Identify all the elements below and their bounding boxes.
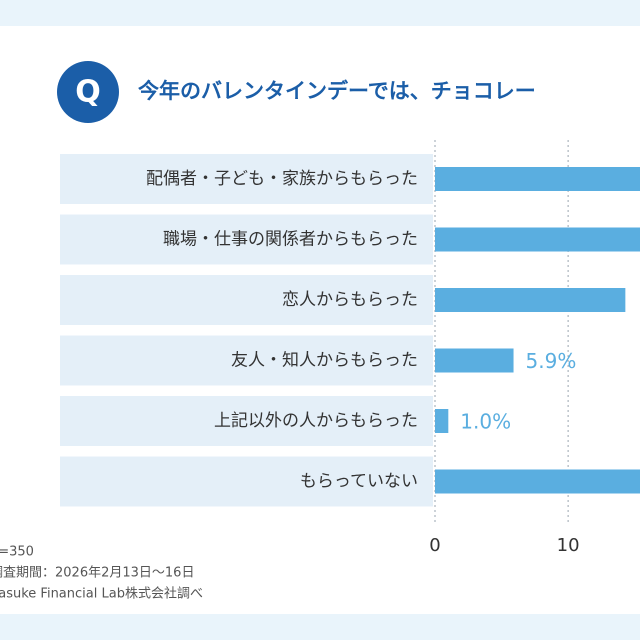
label-box — [60, 214, 433, 265]
category-label: 恋人からもらった — [282, 289, 418, 310]
bar — [435, 469, 640, 494]
bar — [435, 288, 626, 312]
note: n=350 — [0, 545, 34, 560]
category-label: 上記以外の人からもらった — [214, 411, 418, 431]
category-label: 配偶者・子ども・家族からもらった — [146, 169, 418, 189]
bar — [435, 167, 640, 191]
value-label: 5.9% — [526, 349, 577, 373]
q-letter: Q — [75, 75, 101, 110]
category-label: もらっていない — [300, 472, 418, 492]
chart-title: 今年のバレンタインデーでは、チョコレー — [138, 79, 536, 103]
value-label: 1.0% — [460, 410, 511, 434]
label-box — [60, 456, 433, 507]
note: Sasuke Financial Lab株式会社調べ — [0, 586, 203, 602]
note: 調査期間：2026年2月13日〜16日 — [0, 566, 194, 581]
label-box — [60, 335, 433, 386]
category-label: 友人・知人からもらった — [231, 351, 418, 371]
category-label: 職場・仕事の関係者からもらった — [163, 230, 418, 250]
x-tick-label: 10 — [557, 535, 580, 556]
q-badge — [57, 61, 119, 123]
label-box — [60, 275, 433, 325]
label-box — [60, 396, 433, 446]
label-box — [60, 154, 433, 204]
x-tick-label: 0 — [429, 535, 440, 556]
bar — [435, 409, 449, 433]
bar — [435, 348, 514, 373]
bar — [435, 227, 640, 252]
